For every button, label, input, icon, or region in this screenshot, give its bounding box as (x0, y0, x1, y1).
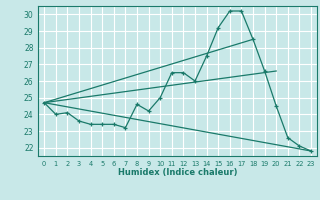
X-axis label: Humidex (Indice chaleur): Humidex (Indice chaleur) (118, 168, 237, 177)
